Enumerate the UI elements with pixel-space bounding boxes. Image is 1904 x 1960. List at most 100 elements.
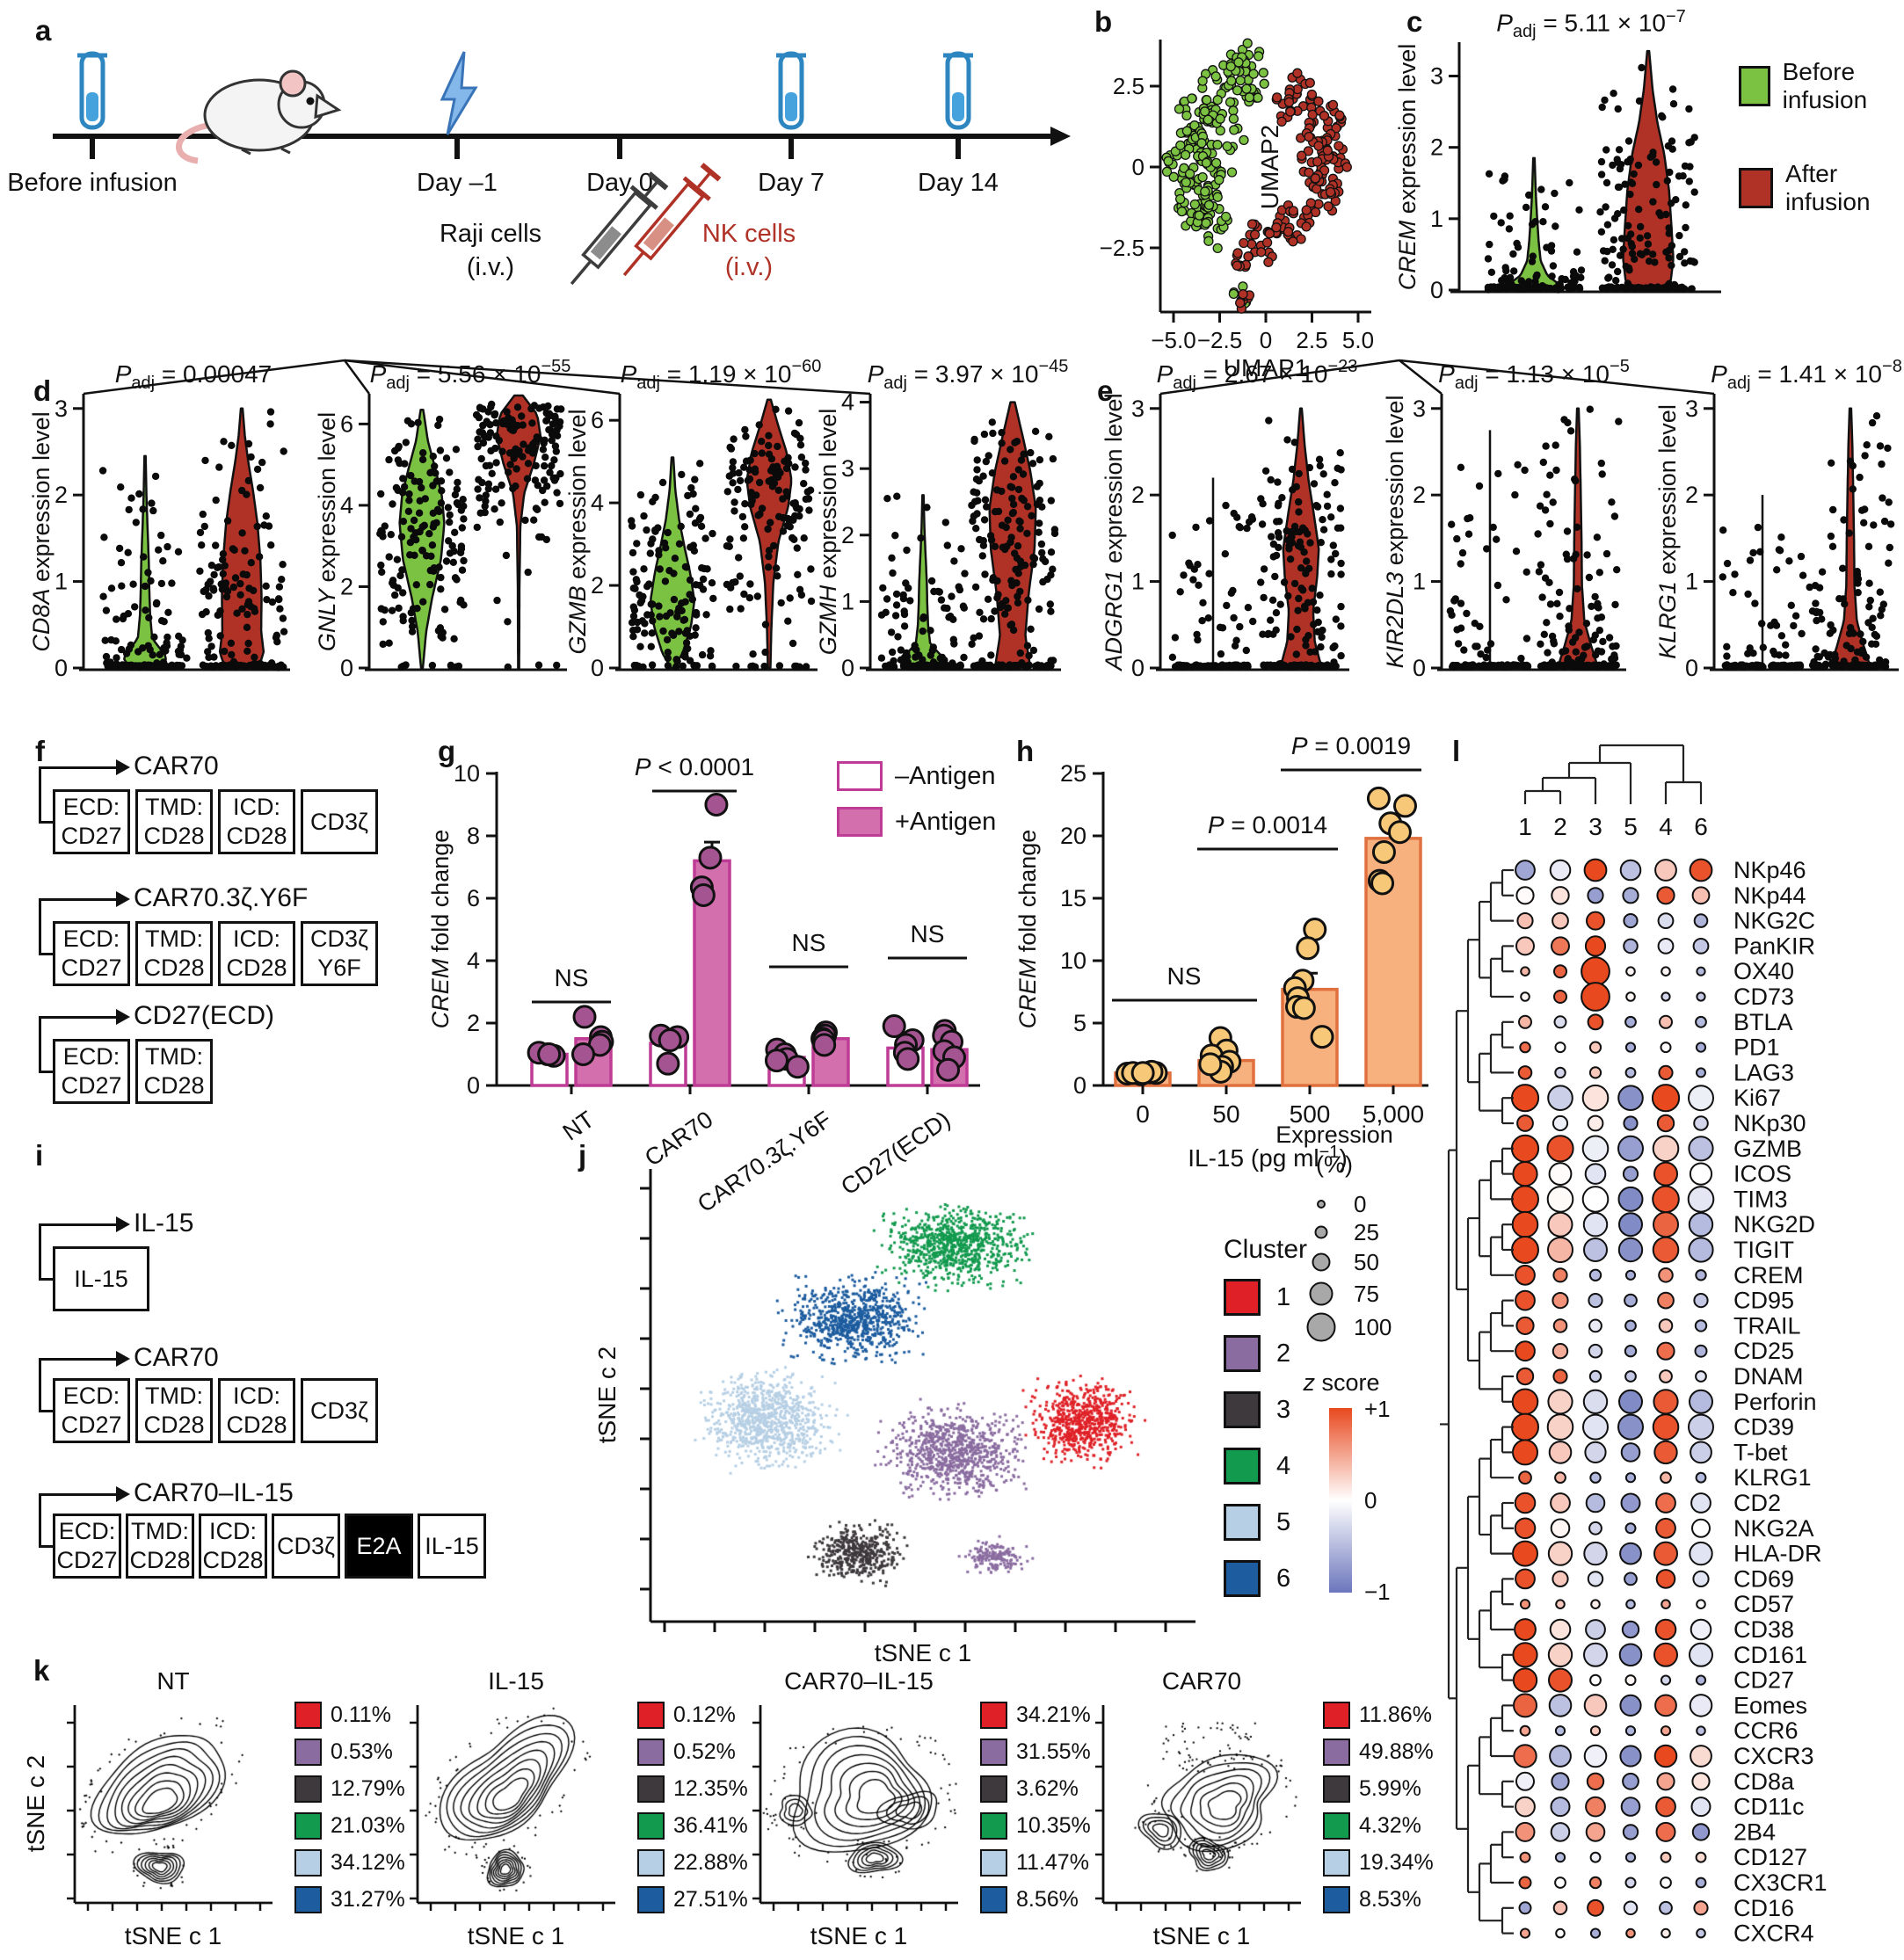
dot-PD1-c1 <box>1519 1041 1531 1054</box>
dot-BTLA-c4 <box>1659 1014 1673 1029</box>
dot-CXCR3-c3 <box>1583 1744 1608 1768</box>
contour-legend-item: 8.56% <box>980 1886 1091 1913</box>
dot-CD2-c4 <box>1655 1492 1676 1514</box>
dot-CD161-c6 <box>1689 1642 1713 1667</box>
svg-text:TRAIL: TRAIL <box>1733 1312 1801 1339</box>
dot-ICOS-c4 <box>1653 1161 1678 1187</box>
dot-LAG3-c6 <box>1696 1067 1706 1078</box>
arrow-head <box>116 1009 130 1025</box>
svg-text:Perforin: Perforin <box>1733 1389 1817 1415</box>
svg-text:HLA-DR: HLA-DR <box>1733 1541 1822 1567</box>
svg-text:NK cells: NK cells <box>702 220 796 248</box>
nk-syringe-icon <box>622 163 722 277</box>
contour-legend-item: 0.53% <box>294 1739 405 1766</box>
svg-text:1: 1 <box>1131 569 1145 595</box>
dot-CD69-c1 <box>1515 1568 1536 1590</box>
dot-NKp30-c5 <box>1623 1115 1639 1131</box>
dot-TIGIT-c5 <box>1617 1237 1644 1263</box>
dot-Ki67-c1 <box>1510 1084 1540 1113</box>
svg-text:PanKIR: PanKIR <box>1733 933 1815 959</box>
svg-text:CD38: CD38 <box>1733 1616 1794 1643</box>
dot-CD27-c4 <box>1660 1674 1672 1686</box>
svg-text:0: 0 <box>1136 1100 1150 1128</box>
svg-text:(i.v.): (i.v.) <box>467 253 514 281</box>
dot-CD25-c6 <box>1694 1344 1708 1358</box>
dot-CD38-c3 <box>1585 1619 1606 1640</box>
dot-Ki67-c6 <box>1688 1085 1714 1112</box>
svg-text:tSNE c 2: tSNE c 2 <box>22 1755 49 1852</box>
cluster-legend-item: 3 <box>1224 1391 1307 1428</box>
dot-HLA-DR-c4 <box>1653 1541 1678 1566</box>
dot-CD11c-c4 <box>1655 1796 1676 1818</box>
dot-NKp44-c5 <box>1622 887 1639 904</box>
contour-legend-item: 34.12% <box>294 1849 405 1877</box>
dot-Eomes-c6 <box>1689 1694 1713 1717</box>
construct-domain-box: CD3ζ <box>301 789 378 854</box>
arrow-line <box>39 1544 53 1548</box>
dot-TIGIT-c3 <box>1583 1238 1608 1262</box>
panel-b-label: b <box>1094 5 1113 38</box>
dot-PanKIR-c6 <box>1692 938 1710 955</box>
svg-text:Expression: Expression <box>1275 1122 1393 1148</box>
svg-text:5.0: 5.0 <box>1342 327 1374 353</box>
svg-text:1: 1 <box>841 588 854 614</box>
dot-HLA-DR-c3 <box>1583 1541 1608 1566</box>
dot-Perforin-c1 <box>1511 1388 1539 1416</box>
svg-text:2: 2 <box>1413 482 1426 508</box>
svg-text:CD16: CD16 <box>1733 1895 1794 1921</box>
svg-text:2: 2 <box>591 572 604 599</box>
dot-NKG2D-c6 <box>1688 1212 1714 1238</box>
dot-CD25-c4 <box>1656 1341 1675 1361</box>
svg-text:Ki67: Ki67 <box>1733 1085 1781 1111</box>
dot-GZMB-c1 <box>1510 1134 1540 1163</box>
dot-CD95-c4 <box>1657 1291 1675 1310</box>
dot-CD25-c5 <box>1624 1345 1638 1358</box>
svg-text:−2.5: −2.5 <box>1197 327 1242 353</box>
dot-Ki67-c4 <box>1651 1084 1681 1113</box>
svg-text:6: 6 <box>591 407 604 433</box>
svg-text:50: 50 <box>1212 1100 1239 1128</box>
svg-text:NS: NS <box>1167 962 1202 990</box>
dot-CD8a-c2 <box>1551 1772 1570 1791</box>
dot-ICOS-c2 <box>1548 1162 1573 1187</box>
dot-DNAM-c5 <box>1624 1370 1637 1383</box>
dot-CD73-c4 <box>1661 991 1671 1002</box>
svg-text:P = 0.0019: P = 0.0019 <box>1291 732 1411 759</box>
svg-text:2: 2 <box>1553 813 1567 840</box>
svg-text:4: 4 <box>1659 813 1673 840</box>
dot-NKG2D-c1 <box>1511 1210 1539 1238</box>
dot-NKG2D-c3 <box>1582 1212 1609 1238</box>
dot-CD57-c6 <box>1696 1599 1706 1610</box>
dot-TIM3-c1 <box>1511 1185 1539 1214</box>
dot-CD73-c1 <box>1520 991 1530 1002</box>
dot-CD38-c6 <box>1690 1618 1712 1641</box>
legend-item: After infusion <box>1739 160 1904 216</box>
dot-CXCR4-c1 <box>1519 1927 1531 1939</box>
dot-DNAM-c4 <box>1659 1369 1673 1383</box>
construct-domain-box: ECD: CD27 <box>53 921 130 986</box>
dot-CCR6-c1 <box>1519 1724 1531 1737</box>
svg-text:CD73: CD73 <box>1733 984 1794 1010</box>
svg-text:+1: +1 <box>1364 1396 1391 1422</box>
construct-domain-box: ECD: CD27 <box>53 1514 121 1579</box>
arrow-line <box>39 820 53 824</box>
dot-KLRG1-c1 <box>1518 1470 1532 1485</box>
dot-Ki67-c5 <box>1617 1085 1644 1112</box>
dot-NKG2C-c1 <box>1516 912 1534 930</box>
svg-text:0: 0 <box>1413 655 1426 681</box>
dot-CD8a-c4 <box>1656 1772 1675 1791</box>
svg-text:tSNE c 2: tSNE c 2 <box>593 1347 621 1443</box>
dot-CD39-c6 <box>1688 1413 1714 1441</box>
dot-CD27-c5 <box>1624 1674 1637 1687</box>
dot-GZMB-c2 <box>1546 1135 1574 1163</box>
construct-domain-box: TMD: CD28 <box>135 921 213 986</box>
dot-KLRG1-c6 <box>1695 1471 1707 1484</box>
svg-text:CD27: CD27 <box>1733 1667 1794 1694</box>
svg-text:(%): (%) <box>1316 1151 1353 1178</box>
arrow-line <box>39 767 41 822</box>
contour-plot-car70-il15 <box>762 1707 957 1902</box>
dot-CCR6-c4 <box>1660 1725 1672 1737</box>
dot-CD25-c3 <box>1588 1343 1603 1359</box>
panel-i-label: i <box>35 1139 44 1172</box>
dot-NKp46-c2 <box>1549 859 1572 882</box>
